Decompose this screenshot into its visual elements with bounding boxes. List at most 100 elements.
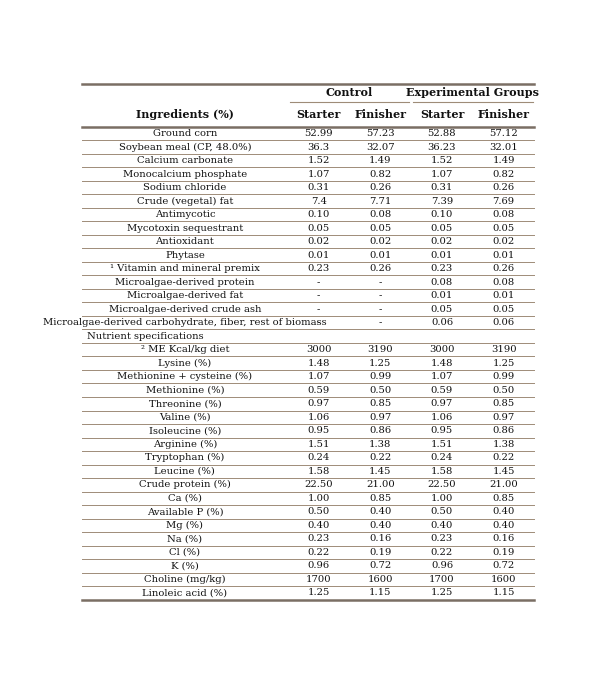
Text: 0.85: 0.85 [369,494,391,503]
Text: Leucine (%): Leucine (%) [154,467,215,476]
Text: 0.40: 0.40 [369,521,391,530]
Text: -: - [317,277,320,287]
Text: 1700: 1700 [429,575,455,584]
Text: Linoleic acid (%): Linoleic acid (%) [142,589,227,597]
Text: Starter: Starter [296,109,341,120]
Text: 0.96: 0.96 [431,562,453,570]
Text: 1.00: 1.00 [307,494,330,503]
Text: 0.40: 0.40 [307,521,330,530]
Text: 0.50: 0.50 [369,385,391,395]
Text: 1.25: 1.25 [493,358,515,368]
Text: Monocalcium phosphate: Monocalcium phosphate [123,169,247,178]
Text: 0.50: 0.50 [308,508,330,516]
Text: 1.48: 1.48 [307,358,330,368]
Text: 0.23: 0.23 [308,535,330,543]
Text: 0.05: 0.05 [369,223,391,233]
Text: 0.05: 0.05 [493,304,515,314]
Text: 0.10: 0.10 [431,210,453,219]
Text: Antimycotic: Antimycotic [155,210,215,219]
Text: 0.97: 0.97 [369,413,391,422]
Text: 1700: 1700 [306,575,331,584]
Text: 0.22: 0.22 [493,454,515,462]
Text: 1.51: 1.51 [431,440,453,449]
Text: 0.85: 0.85 [493,400,515,408]
Text: 0.08: 0.08 [493,210,515,219]
Text: Microalgae-derived carbohydrate, fiber, rest of biomass: Microalgae-derived carbohydrate, fiber, … [43,318,327,327]
Text: 1.51: 1.51 [307,440,330,449]
Text: 1.58: 1.58 [307,467,330,476]
Text: 0.02: 0.02 [308,237,330,246]
Text: 0.95: 0.95 [431,427,453,435]
Text: 0.24: 0.24 [307,454,330,462]
Text: 21.00: 21.00 [489,481,518,489]
Text: 0.16: 0.16 [369,535,391,543]
Text: Starter: Starter [420,109,464,120]
Text: 0.99: 0.99 [493,372,515,381]
Text: 0.31: 0.31 [431,183,453,192]
Text: 1.06: 1.06 [308,413,330,422]
Text: 0.05: 0.05 [431,304,453,314]
Text: Finisher: Finisher [478,109,530,120]
Text: 0.01: 0.01 [431,250,453,260]
Text: Na (%): Na (%) [167,535,202,543]
Text: Mg (%): Mg (%) [166,521,203,530]
Text: 1.48: 1.48 [431,358,453,368]
Text: Mycotoxin sequestrant: Mycotoxin sequestrant [127,223,243,233]
Text: 0.59: 0.59 [308,385,330,395]
Text: 0.26: 0.26 [369,264,391,273]
Text: Tryptophan (%): Tryptophan (%) [145,453,224,462]
Text: 1.00: 1.00 [431,494,453,503]
Text: Sodium chloride: Sodium chloride [143,183,227,192]
Text: Methionine + cysteine (%): Methionine + cysteine (%) [118,372,253,381]
Text: 0.06: 0.06 [493,318,515,327]
Text: Microalgae-derived fat: Microalgae-derived fat [127,291,243,300]
Text: 1.25: 1.25 [369,358,391,368]
Text: 0.97: 0.97 [431,400,453,408]
Text: 57.23: 57.23 [366,129,395,138]
Text: 0.05: 0.05 [308,223,330,233]
Text: 1.49: 1.49 [493,156,515,165]
Text: 0.86: 0.86 [369,427,391,435]
Text: 1.49: 1.49 [369,156,392,165]
Text: 52.99: 52.99 [304,129,333,138]
Text: 36.3: 36.3 [308,142,330,151]
Text: 1.38: 1.38 [493,440,515,449]
Text: 0.85: 0.85 [369,400,391,408]
Text: 0.05: 0.05 [493,223,515,233]
Text: 1.25: 1.25 [307,589,330,597]
Text: 1.07: 1.07 [431,169,453,178]
Text: 0.82: 0.82 [369,169,391,178]
Text: 0.19: 0.19 [369,548,391,557]
Text: 0.22: 0.22 [308,548,330,557]
Text: Ingredients (%): Ingredients (%) [136,109,234,120]
Text: Ca (%): Ca (%) [168,494,202,503]
Text: Microalgae-derived protein: Microalgae-derived protein [115,277,254,287]
Text: 0.40: 0.40 [369,508,391,516]
Text: 7.69: 7.69 [493,196,515,206]
Text: 0.01: 0.01 [431,291,453,300]
Text: Microalgae-derived crude ash: Microalgae-derived crude ash [109,304,261,314]
Text: 0.72: 0.72 [493,562,515,570]
Text: Crude protein (%): Crude protein (%) [139,481,231,489]
Text: 3190: 3190 [491,345,517,354]
Text: 36.23: 36.23 [428,142,456,151]
Text: 0.85: 0.85 [493,494,515,503]
Text: 3000: 3000 [306,345,331,354]
Text: 22.50: 22.50 [304,481,333,489]
Text: 0.23: 0.23 [431,535,453,543]
Text: 1.06: 1.06 [431,413,453,422]
Text: 0.50: 0.50 [431,508,453,516]
Text: 0.96: 0.96 [308,562,330,570]
Text: Nutrient specifications: Nutrient specifications [86,331,203,341]
Text: Threonine (%): Threonine (%) [149,400,221,408]
Text: 0.23: 0.23 [308,264,330,273]
Text: 3190: 3190 [367,345,393,354]
Text: -: - [379,304,382,314]
Text: Methionine (%): Methionine (%) [146,385,224,395]
Text: -: - [379,277,382,287]
Text: Lysine (%): Lysine (%) [158,358,212,368]
Text: Isoleucine (%): Isoleucine (%) [149,427,221,435]
Text: 1.38: 1.38 [369,440,391,449]
Text: Finisher: Finisher [355,109,406,120]
Text: ² ME Kcal/kg diet: ² ME Kcal/kg diet [140,345,229,354]
